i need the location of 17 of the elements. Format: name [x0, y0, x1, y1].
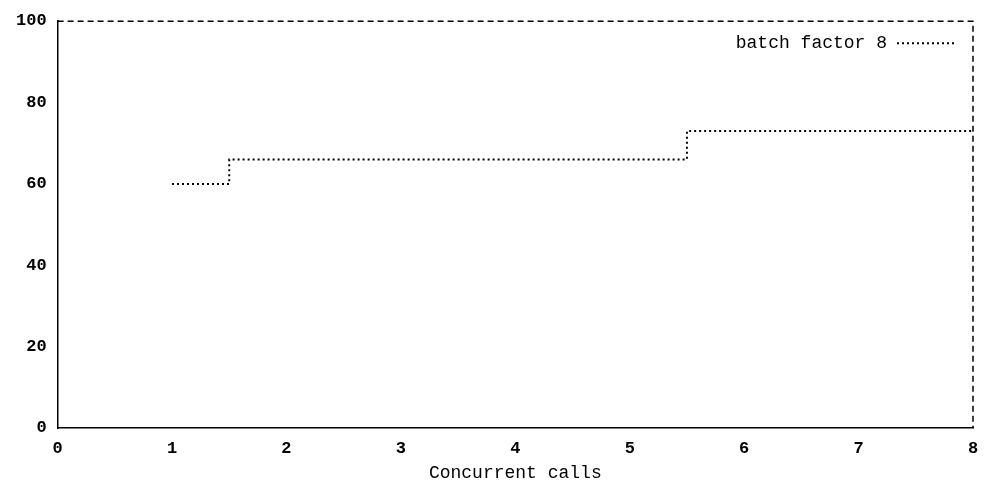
x-tick-label: 6 — [739, 439, 750, 459]
legend-label: batch factor 8 — [735, 32, 887, 53]
x-tick-label: 2 — [281, 439, 292, 459]
x-tick-label: 1 — [166, 439, 178, 459]
x-tick-label: 3 — [395, 439, 406, 459]
y-tick-label: 20 — [26, 336, 47, 356]
x-tick-label: 5 — [624, 439, 635, 459]
y-tick-label: 40 — [26, 255, 47, 275]
x-tick-label: 7 — [853, 439, 864, 459]
y-tick-label: 60 — [26, 174, 47, 194]
x-tick-label: 8 — [967, 439, 979, 459]
x-axis-title: Concurrent calls — [428, 462, 602, 483]
y-tick-label: 80 — [26, 92, 47, 112]
x-tick-label: 0 — [52, 439, 63, 459]
x-tick-label: 4 — [510, 439, 521, 459]
y-tick-label: 100 — [16, 11, 47, 31]
y-tick-label: 0 — [36, 418, 47, 438]
